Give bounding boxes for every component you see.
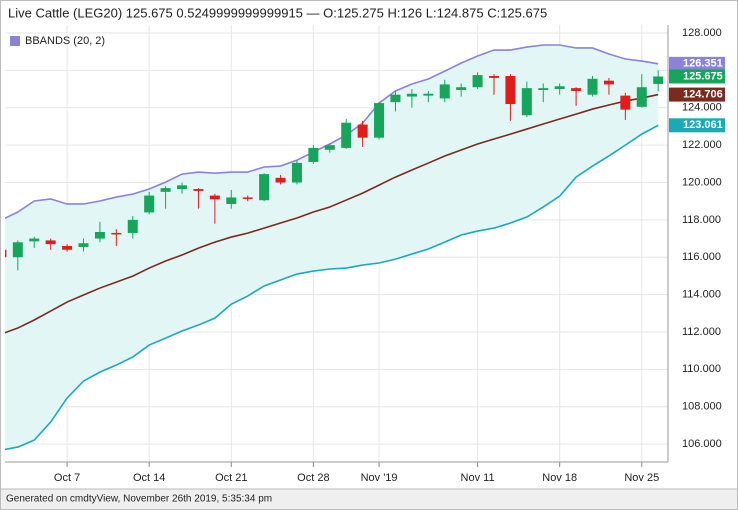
candle-body [127,219,138,233]
candle-body [160,188,171,192]
candle-body [423,93,434,96]
y-tick-label: 116.000 [682,251,721,263]
y-tick-label: 122.000 [682,139,722,151]
plot-area: LEG20, 1 2 [5,25,668,462]
value-tag-label: 126.351 [683,58,723,70]
candle-body [571,88,582,91]
candle-body [603,80,614,85]
y-tick-label: 106.000 [682,438,722,450]
candle-body [456,87,467,91]
legend-label: BBANDS (20, 2) [25,35,105,47]
candle-body [144,195,155,213]
candle-body [62,246,73,250]
candle-body [587,78,598,95]
candle-body [538,88,549,91]
band-lower [5,124,659,451]
y-tick-label: 124.000 [682,102,722,114]
candle-body [12,242,23,258]
candle-body [554,86,565,90]
x-tick-label: Nov 18 [542,472,577,484]
candle-body [374,103,385,138]
candle-body [357,124,368,138]
candle-body [242,197,253,199]
candle-body [636,87,647,107]
value-tag-label: 124.706 [683,88,723,100]
candle-body [45,240,56,245]
candle-body [259,174,270,201]
candle-body [620,95,631,110]
x-tick-label: Oct 14 [133,472,165,484]
band-middle [5,93,659,334]
candle-body [521,88,532,116]
x-tick-label: Oct 21 [215,472,247,484]
plot-clip: LEG20, 1 2 [5,25,668,462]
band-fill [5,44,659,450]
candle-body [209,195,220,200]
value-tag [669,56,725,71]
y-tick-label: 114.000 [682,289,721,301]
candle-body [324,145,335,150]
value-tag [669,118,725,133]
value-tag-label: 123.061 [683,119,723,131]
y-tick-label: 118.000 [682,214,721,226]
legend-swatch [10,36,20,46]
candle-body [94,232,105,239]
x-tick-label: Nov 11 [461,472,495,484]
x-tick-label: Nov '19 [361,472,398,484]
candle-body [505,76,516,105]
candle-body [308,147,319,162]
y-tick-label: 120.000 [682,176,722,188]
candle-body [390,94,401,103]
y-tick-label: 108.000 [682,401,722,413]
y-tick-label: 110.000 [682,363,721,375]
x-tick-label: Oct 28 [297,472,329,484]
candle-body [193,189,204,191]
candle-body [5,249,7,258]
y-tick-label: 112.000 [682,326,721,338]
x-tick-label: Oct 7 [54,472,80,484]
candle-body [291,162,302,183]
value-tag [669,87,725,102]
candle-body [341,122,352,148]
x-tick-label: Nov 25 [624,472,659,484]
chart-title: Live Cattle (LEG20) 125.675 0.5249999999… [8,5,547,20]
candle-body [29,238,40,242]
candle-body [275,177,286,183]
candle-body [439,84,450,99]
candle-body [489,76,499,78]
footer: Generated on cmdtyView, November 26th 20… [6,494,272,505]
value-tag [669,69,725,84]
candle-body [177,185,188,190]
candle-body [78,243,89,247]
candle-body [472,75,483,88]
candle-body [653,76,664,84]
value-tag-label: 125.675 [683,70,723,82]
y-tick-label: 128.000 [682,27,722,39]
candle-body [406,93,417,97]
candle-body [226,197,237,204]
candle-body [111,232,122,235]
